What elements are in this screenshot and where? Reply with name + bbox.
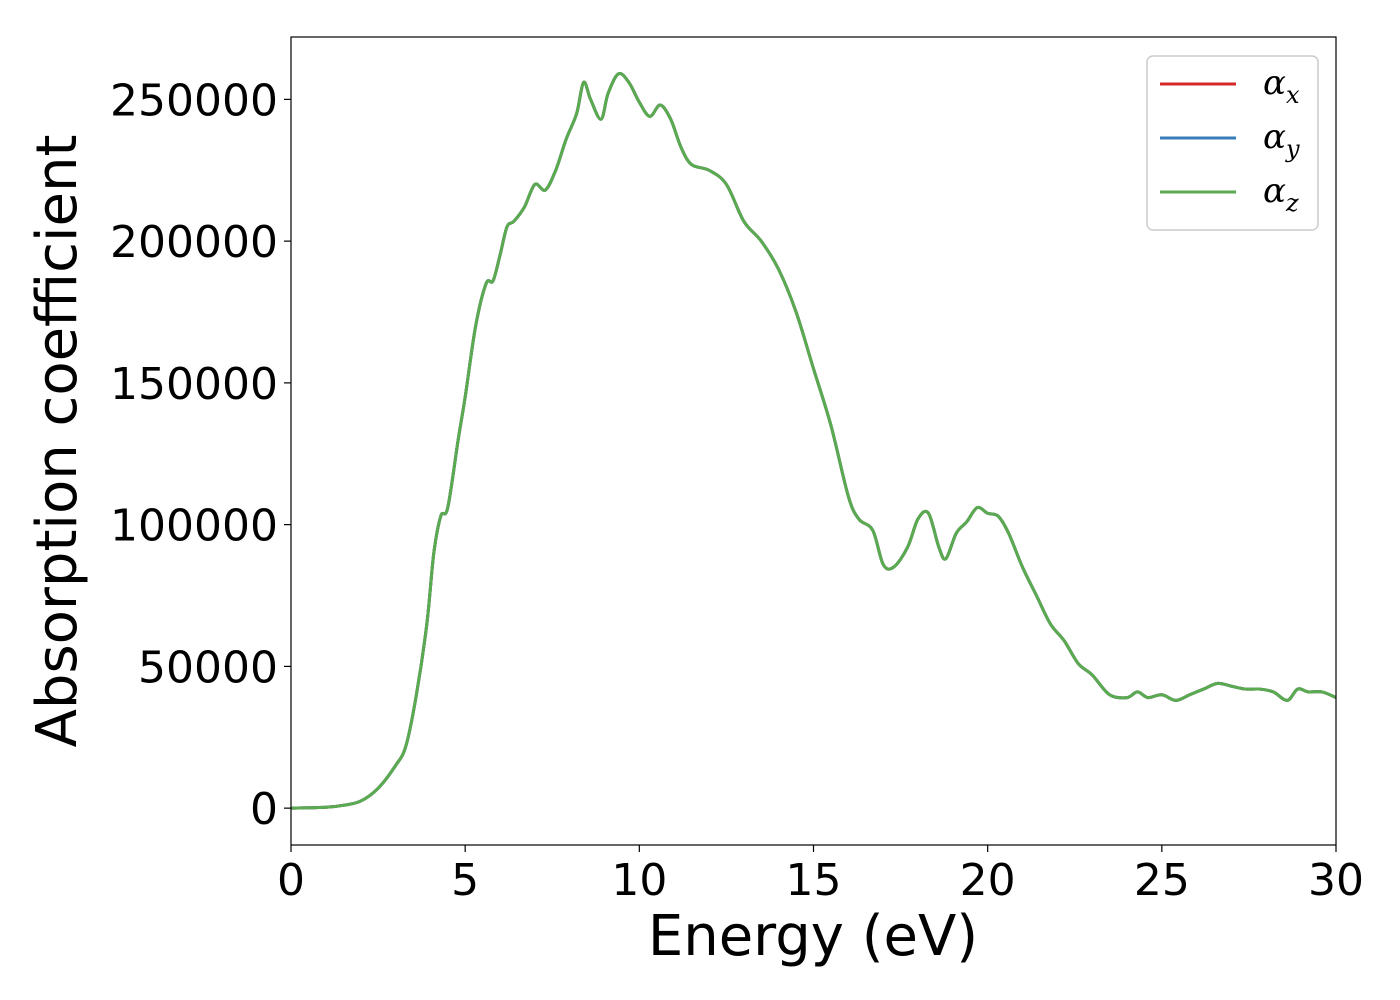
legend-label-subscript: x [1286, 81, 1300, 109]
y-axis: 0 50000 100000 150000 200000 250000 [110, 75, 291, 835]
y-tick-label: 50000 [138, 642, 278, 693]
y-tick-label: 250000 [110, 75, 278, 126]
legend-label-base: α [1263, 171, 1286, 211]
legend-label-subscript: z [1285, 189, 1299, 217]
x-tick-label: 0 [277, 855, 305, 906]
legend-box [1146, 55, 1319, 231]
legend-label: αx [1263, 63, 1300, 109]
y-tick-label: 0 [250, 784, 278, 835]
legend-label-subscript: y [1285, 135, 1300, 163]
y-tick-label: 100000 [110, 501, 278, 552]
legend-label: αy [1263, 117, 1300, 163]
x-tick-label: 15 [786, 855, 842, 906]
x-axis: 0 5 10 15 20 25 30 [277, 845, 1364, 906]
series-group [290, 72, 1337, 810]
y-axis-title: Absorption coefficient [25, 135, 90, 748]
y-tick-label: 150000 [110, 359, 278, 410]
legend-label-base: α [1263, 117, 1286, 157]
legend-label-base: α [1263, 63, 1286, 103]
x-tick-label: 25 [1134, 855, 1190, 906]
series-line-z [290, 72, 1337, 810]
x-tick-label: 20 [960, 855, 1016, 906]
legend-label: αz [1263, 171, 1299, 217]
y-tick-label: 200000 [110, 217, 278, 268]
x-tick-label: 30 [1308, 855, 1364, 906]
x-tick-label: 10 [611, 855, 667, 906]
x-axis-title: Energy (eV) [648, 904, 978, 969]
x-tick-label: 5 [451, 855, 479, 906]
